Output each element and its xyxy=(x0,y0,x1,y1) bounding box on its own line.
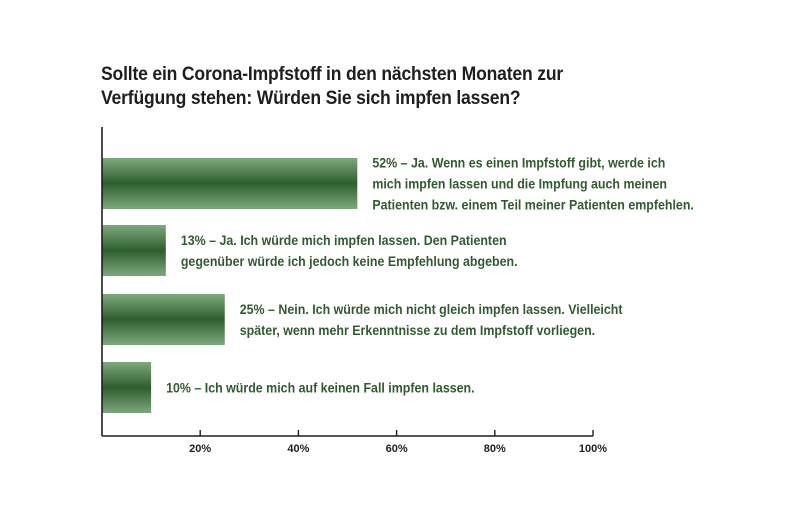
data-labels-group: 52% – Ja. Wenn es einen Impfstoff gibt, … xyxy=(166,155,694,396)
x-tick-label-80: 80% xyxy=(484,443,506,455)
bar-label-4-line-1: 10% – Ich würde mich auf keinen Fall imp… xyxy=(166,380,474,396)
axes-group: 20% 40% 60% 80% 100% xyxy=(101,127,607,455)
bar-label-1-line-2: mich impfen lassen und die Impfung auch … xyxy=(372,176,667,192)
bar-label-3-line-1: 25% – Nein. Ich würde mich nicht gleich … xyxy=(240,302,623,318)
bar-label-2-line-1: 13% – Ja. Ich würde mich impfen lassen. … xyxy=(181,233,507,249)
x-tick-label-40: 40% xyxy=(287,443,309,455)
bar-label-1: 52% – Ja. Wenn es einen Impfstoff gibt, … xyxy=(372,155,694,213)
bar-label-2: 13% – Ja. Ich würde mich impfen lassen. … xyxy=(181,233,518,270)
x-tick-label-20: 20% xyxy=(189,443,211,455)
chart-title-line-1: Sollte ein Corona-Impfstoff in den nächs… xyxy=(101,63,564,85)
bar-4 xyxy=(102,362,152,413)
x-tick-label-100: 100% xyxy=(579,443,607,455)
bar-label-2-line-2: gegenüber würde ich jedoch keine Empfehl… xyxy=(181,254,518,270)
bar-3 xyxy=(102,294,225,345)
bar-label-1-line-1: 52% – Ja. Wenn es einen Impfstoff gibt, … xyxy=(372,155,665,171)
x-tick-label-60: 60% xyxy=(386,443,408,455)
chart-title-line-2: Verfügung stehen: Würden Sie sich impfen… xyxy=(101,87,521,109)
bar-label-3-line-2: später, wenn mehr Erkenntnisse zu dem Im… xyxy=(240,323,595,339)
bar-1 xyxy=(102,158,358,209)
chart-title: Sollte ein Corona-Impfstoff in den nächs… xyxy=(101,62,677,110)
bar-label-3: 25% – Nein. Ich würde mich nicht gleich … xyxy=(240,302,623,339)
bar-label-4: 10% – Ich würde mich auf keinen Fall imp… xyxy=(166,380,474,396)
bars-group xyxy=(102,158,358,413)
bar-label-1-line-3: Patienten bzw. einem Teil meiner Patient… xyxy=(372,197,694,213)
bar-2 xyxy=(102,225,166,276)
